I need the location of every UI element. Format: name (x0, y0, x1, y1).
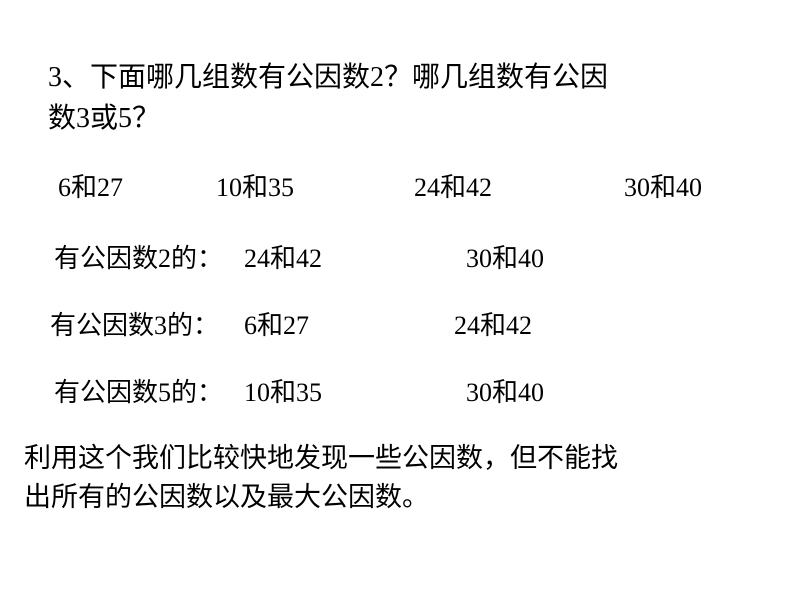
answer-value-2b: 30和40 (466, 238, 544, 275)
answer-value-5a: 10和35 (244, 372, 466, 409)
option-4: 30和40 (624, 167, 702, 204)
answer-value-3b: 24和42 (454, 305, 532, 342)
conclusion-text: 利用这个我们比较快地发现一些公因数，但不能找 出所有的公因数以及最大公因数。 (24, 439, 746, 517)
question-line-2: 数3或5？ (48, 103, 160, 134)
answer-value-5b: 30和40 (466, 372, 544, 409)
option-2: 10和35 (216, 167, 414, 204)
answer-row-2: 有公因数2的： 24和42 30和40 (54, 238, 746, 275)
document-content: 3、下面哪几组数有公因数2？哪几组数有公因 数3或5？ 6和27 10和35 2… (0, 0, 794, 517)
options-row: 6和27 10和35 24和42 30和40 (58, 167, 746, 204)
conclusion-line-1: 利用这个我们比较快地发现一些公因数，但不能找 (24, 443, 618, 473)
answer-label-2: 有公因数2的： (54, 238, 244, 275)
answer-value-2a: 24和42 (244, 238, 466, 275)
question-line-1: 3、下面哪几组数有公因数2？哪几组数有公因 (48, 62, 608, 93)
answer-value-3a: 6和27 (244, 305, 454, 342)
answer-row-5: 有公因数5的： 10和35 30和40 (54, 372, 746, 409)
option-1: 6和27 (58, 167, 216, 204)
question-text: 3、下面哪几组数有公因数2？哪几组数有公因 数3或5？ (48, 58, 746, 139)
answer-row-3: 有公因数3的： 6和27 24和42 (50, 305, 746, 342)
option-3: 24和42 (414, 167, 624, 204)
answer-label-5: 有公因数5的： (54, 372, 244, 409)
answer-label-3: 有公因数3的： (50, 305, 244, 342)
conclusion-line-2: 出所有的公因数以及最大公因数。 (24, 482, 429, 512)
